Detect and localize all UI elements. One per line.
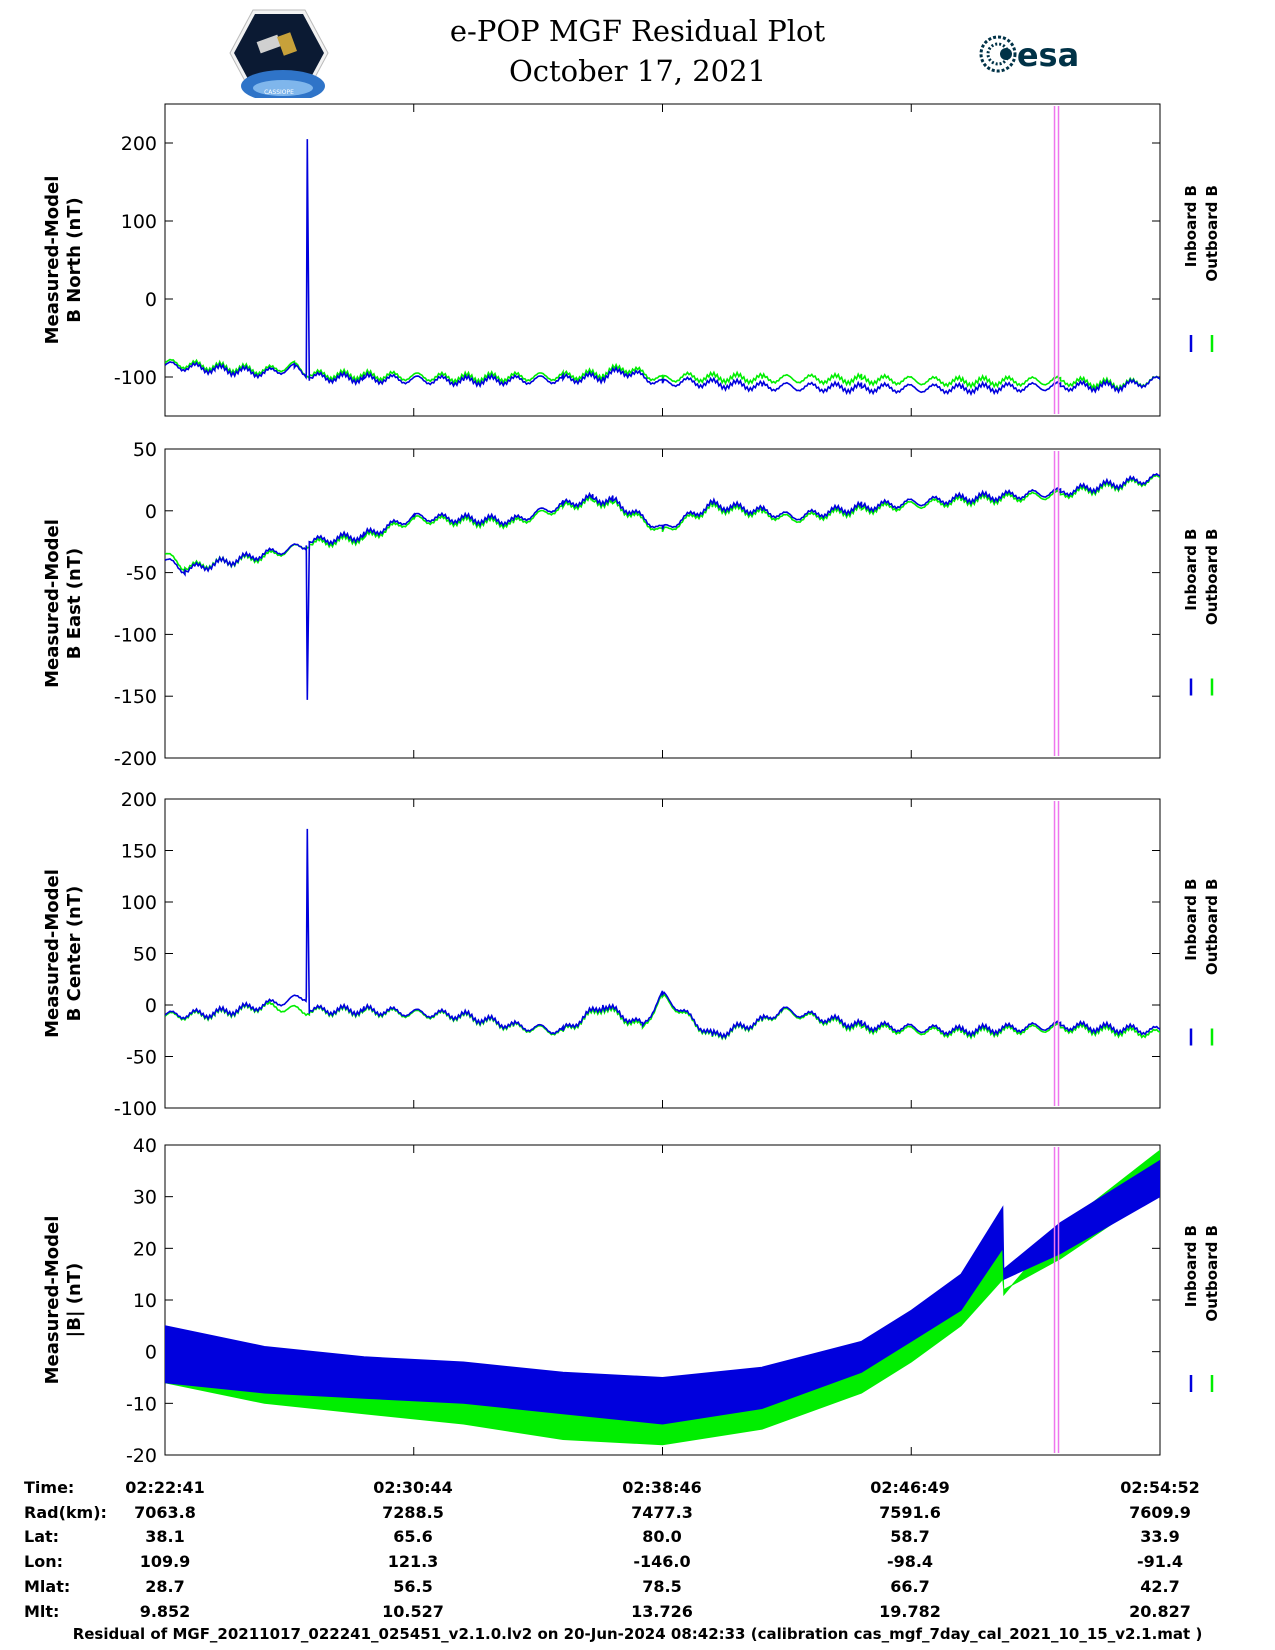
info-cell: 7063.8 (134, 1503, 196, 1522)
series-line-inboard-b (165, 139, 1160, 397)
info-cell: 7477.3 (631, 1503, 693, 1522)
info-row-label: Lat: (24, 1527, 60, 1546)
y-axis-label: Measured-Model (42, 869, 63, 1038)
info-cell: 02:22:41 (125, 1478, 205, 1497)
y-tick-label: -20 (126, 1445, 157, 1467)
info-cell: 7288.5 (382, 1503, 444, 1522)
esa-logo-text: esa (1017, 36, 1079, 74)
y-axis-label: B Center (nT) (64, 886, 85, 1022)
y-tick-label: -100 (114, 367, 157, 389)
legend-label: Inboard B (1182, 1225, 1200, 1307)
series-line-inboard-b (165, 472, 1160, 700)
legend-label: Inboard B (1182, 529, 1200, 611)
info-cell: 7609.9 (1129, 1503, 1191, 1522)
y-axis-label: Measured-Model (42, 1216, 63, 1385)
header: CASSIOPE e-POP MGF Residual Plot October… (0, 0, 1275, 100)
y-axis-label: B North (nT) (64, 197, 85, 323)
plot-area-0 (165, 139, 1160, 397)
info-row-label: Time: (24, 1478, 75, 1497)
cassiope-logo: CASSIOPE (229, 9, 329, 98)
y-tick-label: 0 (145, 289, 157, 311)
series-line-inboard-b (165, 828, 1160, 1040)
footer-caption: Residual of MGF_20211017_022241_025451_v… (72, 1625, 1203, 1643)
y-axis-label: Measured-Model (42, 519, 63, 688)
info-cell: 19.782 (879, 1602, 941, 1621)
info-cell: 28.7 (145, 1577, 185, 1596)
info-cell: 66.7 (890, 1577, 930, 1596)
info-cell: 10.527 (382, 1602, 444, 1621)
info-cell: 33.9 (1140, 1527, 1180, 1546)
info-cell: 38.1 (145, 1527, 185, 1546)
cassiope-logo-text: CASSIOPE (264, 89, 294, 96)
plot-area-1 (165, 472, 1160, 700)
info-cell: 02:46:49 (870, 1478, 950, 1497)
info-row-label: Mlat: (24, 1577, 71, 1596)
info-cell: 20.827 (1129, 1602, 1191, 1621)
info-cell: 02:30:44 (373, 1478, 453, 1497)
y-tick-label: 0 (145, 1342, 157, 1364)
series-line-outboard-b (165, 474, 1160, 575)
y-tick-label: 50 (133, 439, 157, 461)
info-cell: 02:38:46 (622, 1478, 702, 1497)
info-cell: 7591.6 (879, 1503, 941, 1522)
series-line-outboard-b (165, 358, 1160, 393)
y-tick-label: -100 (114, 624, 157, 646)
y-axis-label: Measured-Model (42, 176, 63, 345)
info-cell: 13.726 (631, 1602, 693, 1621)
esa-logo: esa (979, 35, 1079, 74)
info-cell: 109.9 (139, 1552, 191, 1571)
info-cell: 80.0 (642, 1527, 682, 1546)
legend-label: Outboard B (1203, 879, 1221, 976)
info-cell: -98.4 (886, 1552, 934, 1571)
legend-label: Outboard B (1203, 1225, 1221, 1322)
legend-label: Inboard B (1182, 879, 1200, 961)
info-row-label: Rad(km): (24, 1503, 107, 1522)
y-axis-label: |B| (nT) (64, 1263, 85, 1338)
y-tick-label: 150 (121, 841, 157, 863)
info-cell: 65.6 (393, 1527, 433, 1546)
y-tick-label: -50 (126, 563, 157, 585)
y-tick-label: 0 (145, 501, 157, 523)
plot-frame-0 (164, 103, 1161, 417)
y-tick-label: 10 (133, 1290, 157, 1312)
orbit-info-table: Time: Rad(km): Lat: Lon: Mlat: Mlt: 02:22:41 70… (0, 1470, 1275, 1621)
info-cell: 78.5 (642, 1577, 682, 1596)
y-tick-label: 20 (133, 1238, 157, 1260)
info-cell: 121.3 (387, 1552, 439, 1571)
info-row-label: Mlt: (24, 1602, 60, 1621)
y-tick-label: -10 (126, 1393, 157, 1415)
y-tick-label: 100 (121, 211, 157, 233)
info-cell: 02:54:52 (1120, 1478, 1200, 1497)
info-cell: -91.4 (1136, 1552, 1184, 1571)
y-tick-label: 200 (121, 789, 157, 811)
info-cell: 58.7 (890, 1527, 930, 1546)
info-cell: 56.5 (393, 1577, 433, 1596)
y-tick-label: -50 (126, 1047, 157, 1069)
y-tick-label: -200 (114, 748, 157, 770)
plot-area-2 (165, 828, 1160, 1041)
chart-title: e-POP MGF Residual Plot (449, 14, 826, 48)
y-axis-label: B East (nT) (64, 548, 85, 660)
y-tick-label: 100 (121, 892, 157, 914)
info-cell: -146.0 (633, 1552, 691, 1571)
y-tick-label: 30 (133, 1187, 157, 1209)
plot-area-3 (165, 1149, 1160, 1446)
series-line-outboard-b (165, 992, 1160, 1041)
y-tick-label: -100 (114, 1098, 157, 1120)
plot-frame-2 (164, 798, 1161, 1109)
info-cell: 42.7 (1140, 1577, 1180, 1596)
series-band-inboard-b (165, 1159, 1160, 1425)
y-tick-label: -150 (114, 686, 157, 708)
y-tick-label: 40 (133, 1135, 157, 1157)
y-tick-label: 200 (121, 133, 157, 155)
legend-label: Outboard B (1203, 529, 1221, 626)
y-tick-label: 0 (145, 995, 157, 1017)
chart-date: October 17, 2021 (508, 54, 767, 88)
legend-label: Outboard B (1203, 185, 1221, 282)
info-row-label: Lon: (24, 1552, 63, 1571)
info-cell: 9.852 (139, 1602, 191, 1621)
y-tick-label: 50 (133, 944, 157, 966)
legend-label: Inboard B (1182, 185, 1200, 267)
